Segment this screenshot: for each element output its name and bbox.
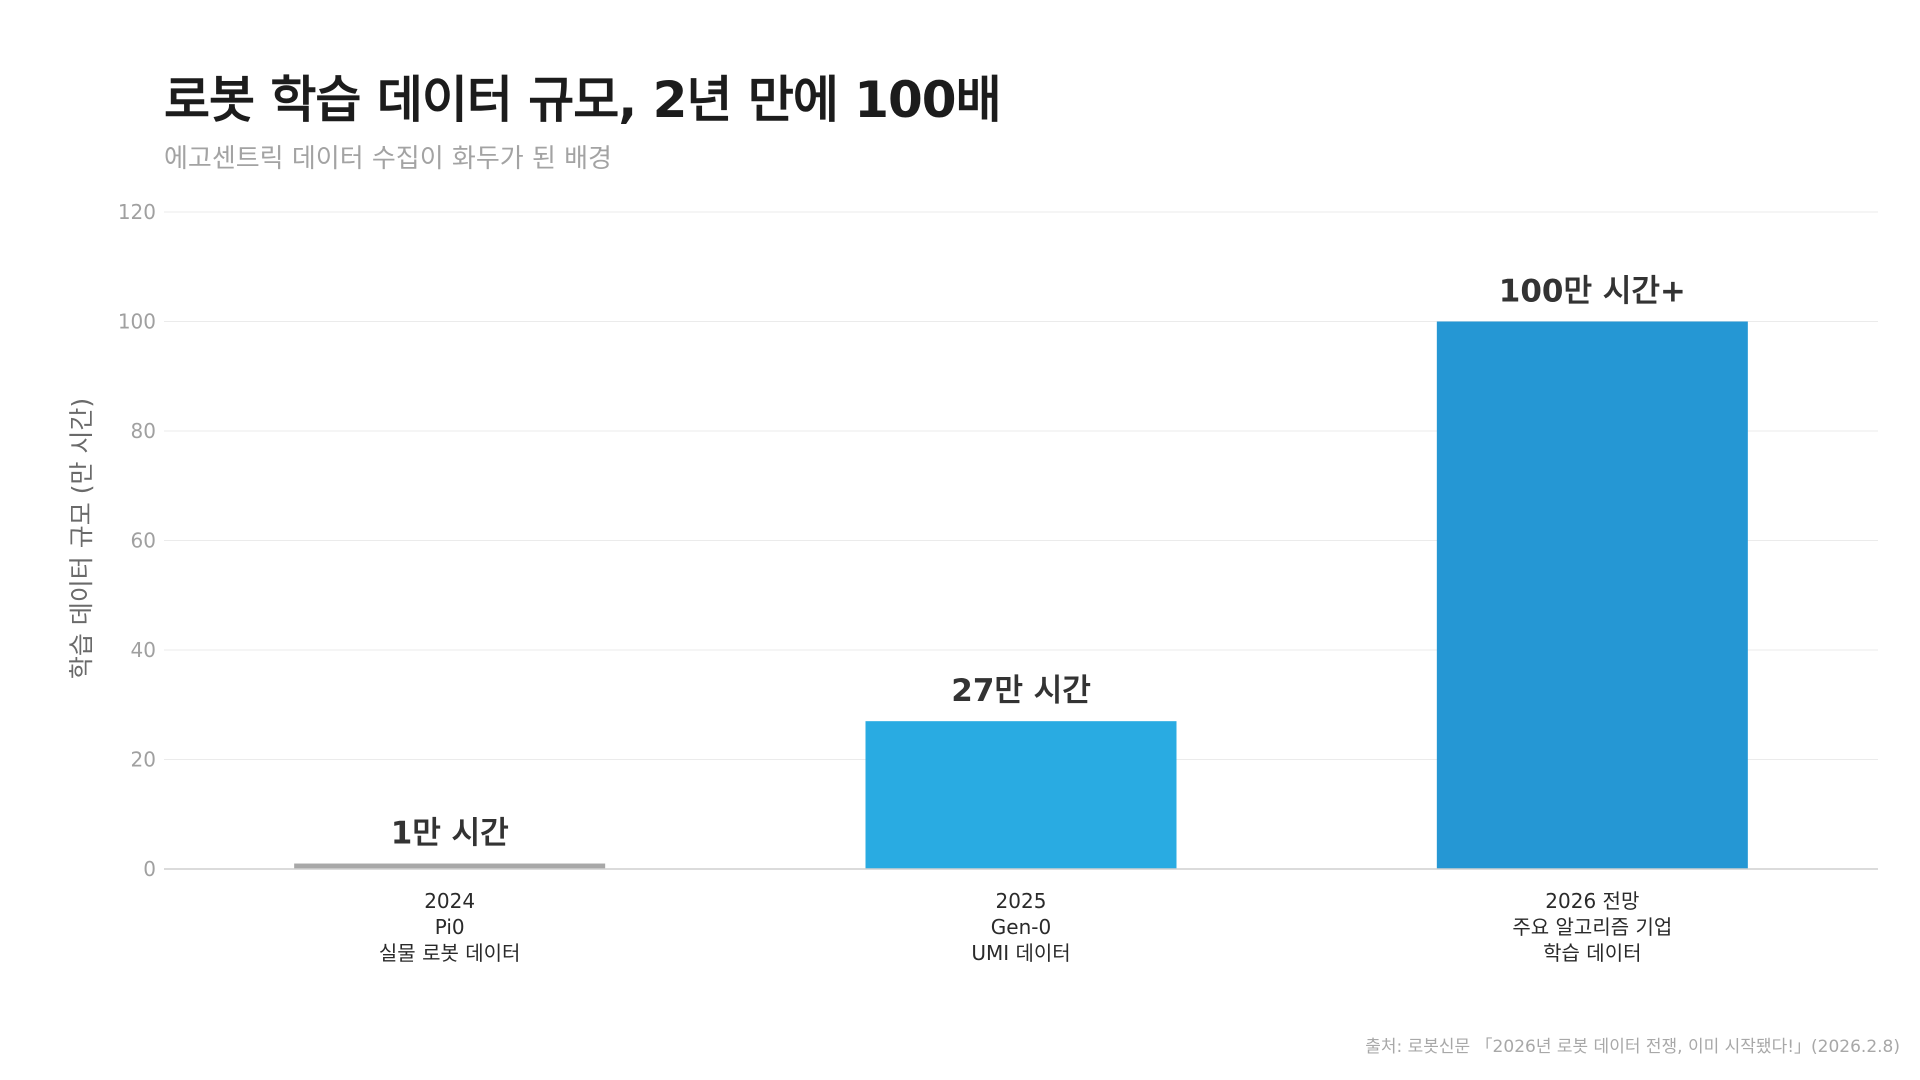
- y-tick-label: 40: [131, 638, 156, 662]
- bar-value-label: 27만 시간: [951, 673, 1091, 709]
- x-category-label: 학습 데이터: [1543, 941, 1641, 965]
- chart-title: 로봇 학습 데이터 규모, 2년 만에 100배: [164, 71, 1002, 129]
- y-tick-label: 60: [131, 529, 156, 553]
- y-axis-label: 학습 데이터 규모 (만 시간): [67, 398, 96, 679]
- x-category-label: 2025: [996, 889, 1047, 913]
- x-category-label: 주요 알고리즘 기업: [1512, 915, 1672, 939]
- y-tick-label: 80: [131, 419, 156, 443]
- x-category-label: Pi0: [435, 915, 465, 939]
- bar: [294, 863, 606, 869]
- y-tick-label: 20: [131, 748, 156, 772]
- y-tick-label: 100: [118, 310, 156, 334]
- x-category-label: UMI 데이터: [971, 941, 1070, 965]
- bar: [865, 721, 1177, 869]
- x-category-label: Gen-0: [991, 915, 1051, 939]
- bars: [294, 321, 1748, 869]
- chart-subtitle: 에고센트릭 데이터 수집이 화두가 된 배경: [164, 144, 612, 174]
- data-labels: 1만 시간 27만 시간 100만 시간+: [391, 274, 1686, 852]
- bar-value-label: 1만 시간: [391, 816, 509, 852]
- bar-value-label: 100만 시간+: [1499, 274, 1686, 310]
- y-tick-label: 120: [118, 200, 156, 224]
- bar: [1436, 321, 1748, 869]
- x-category-label: 2024: [424, 889, 475, 913]
- y-axis-ticks: 0 20 40 60 80 100 120: [118, 200, 156, 881]
- y-tick-label: 0: [143, 857, 156, 881]
- source-note: 출처: 로봇신문 「2026년 로봇 데이터 전쟁, 이미 시작됐다!」(202…: [1365, 1037, 1900, 1057]
- x-category-label: 실물 로봇 데이터: [379, 941, 521, 965]
- x-category-label: 2026 전망: [1545, 889, 1639, 913]
